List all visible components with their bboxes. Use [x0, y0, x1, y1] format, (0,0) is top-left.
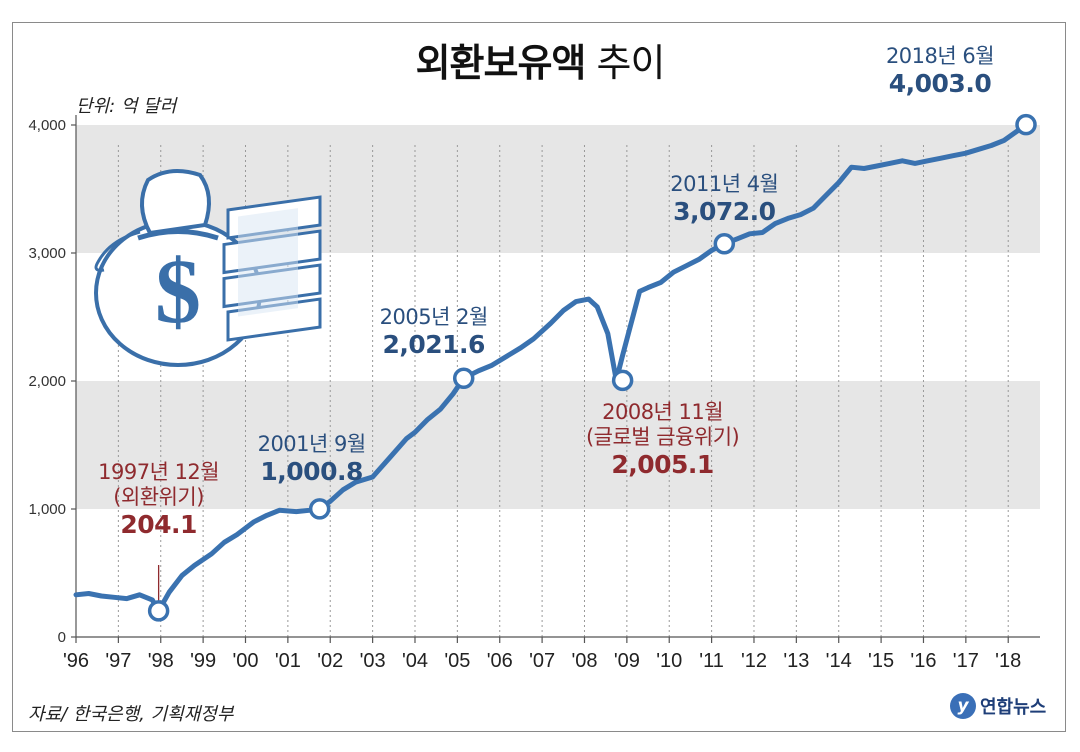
- annotation-marker: [452, 367, 475, 389]
- annotation-marker: [308, 498, 331, 520]
- annotation-date: 2011년 4월: [670, 172, 779, 196]
- annotation-value: 204.1: [120, 510, 197, 540]
- yonhap-logo-text: 연합뉴스: [980, 697, 1047, 718]
- annotation-markers: [147, 113, 1037, 622]
- y-tick-label: 4,000: [28, 117, 66, 134]
- chart-title-light: 추이: [596, 41, 665, 85]
- x-tick-label: '96: [63, 650, 89, 672]
- x-tick-label: '97: [105, 650, 131, 672]
- annotation-value: 2,005.1: [611, 450, 714, 480]
- annotation-marker: [147, 600, 170, 622]
- annotation-date: 1997년 12월: [98, 460, 220, 484]
- annotation-3: 2008년 11월 (글로벌 금융위기) 2,005.1: [543, 400, 783, 480]
- annotation-date: 2005년 2월: [379, 305, 489, 329]
- x-tick-label: '02: [317, 650, 343, 672]
- x-tick-label: '15: [868, 650, 894, 672]
- x-tick-label: '16: [910, 650, 936, 672]
- x-tick-label: '14: [826, 650, 852, 672]
- annotation-date: 2008년 11월: [602, 400, 724, 424]
- x-tick-label: '00: [232, 650, 258, 672]
- y-tick-label: 2,000: [28, 373, 66, 390]
- cash-stack-icon: [222, 195, 322, 342]
- background-bands: [76, 125, 1040, 509]
- unit-label: 단위: 억 달러: [76, 96, 177, 117]
- x-tick-label: '99: [190, 650, 216, 672]
- x-tick-label: '04: [402, 650, 428, 672]
- x-tick-label: '05: [444, 650, 470, 672]
- x-tick-label: '08: [571, 650, 597, 672]
- x-tick-label: '18: [995, 650, 1021, 672]
- annotation-marker: [1015, 113, 1037, 136]
- annotation-value: 4,003.0: [888, 69, 992, 99]
- annotation-2: 2005년 2월 2,021.6: [314, 305, 554, 360]
- x-tick-label: '13: [783, 650, 809, 672]
- y-tick-label: 0: [58, 629, 66, 646]
- y-tick-label: 3,000: [28, 245, 66, 262]
- annotation-value: 3,072.0: [673, 197, 776, 227]
- yonhap-logo-mark: y: [950, 693, 976, 719]
- annotation-note: (글로벌 금융위기): [585, 425, 740, 450]
- axes: 0 1,000 2,000 3,000 4,000 '96 '97 '98 '99 '00 '01 '…: [28, 115, 1040, 672]
- annotation-value: 2,021.6: [382, 330, 485, 360]
- annotation-4: 2011년 4월 3,072.0: [604, 172, 844, 227]
- y-tick-label: 1,000: [28, 501, 66, 518]
- annotation-date: 2018년 6월: [885, 44, 995, 68]
- source-note: 자료/ 한국은행, 기획재정부: [28, 704, 234, 725]
- svg-text:$: $: [155, 240, 201, 342]
- x-tick-label: '09: [614, 650, 640, 672]
- band-0: [76, 381, 1040, 509]
- annotation-5: 2018년 6월 4,003.0: [820, 44, 1060, 99]
- annotation-note: (외환위기): [113, 485, 204, 510]
- annotation-date: 2001년 9월: [257, 432, 367, 456]
- x-tick-label: '07: [529, 650, 555, 672]
- annotation-0: 1997년 12월 (외환위기) 204.1: [39, 460, 279, 540]
- x-tick-label: '06: [487, 650, 513, 672]
- annotation-marker: [713, 233, 736, 255]
- annotation-marker: [611, 369, 634, 392]
- x-tick-label: '03: [360, 650, 386, 672]
- money-bag-icon: $: [94, 169, 322, 367]
- annotation-value: 1,000.8: [260, 457, 363, 487]
- x-tick-label: '12: [741, 650, 767, 672]
- vertical-gridlines: [117, 145, 1009, 637]
- x-tick-label: '17: [953, 650, 979, 672]
- yonhap-logo: y 연합뉴스: [950, 693, 1046, 719]
- series-line-reserves: [73, 122, 1029, 614]
- chart-title-bold: 외환보유액: [415, 41, 587, 85]
- annotation-1: 2001년 9월 1,000.8: [192, 432, 432, 487]
- x-tick-label: '98: [148, 650, 174, 672]
- x-tick-label: '01: [275, 650, 301, 672]
- chart-title: 외환보유액 추이: [0, 32, 1080, 87]
- x-tick-label: '11: [699, 650, 724, 672]
- x-tick-label: '10: [656, 650, 682, 672]
